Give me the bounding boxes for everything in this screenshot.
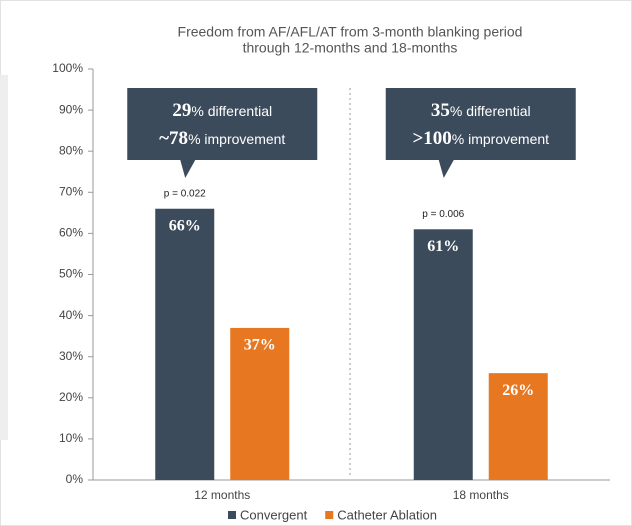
y-tick-label: 10%: [59, 431, 83, 445]
x-tick-label: 18 months: [453, 488, 509, 502]
chart-title: through 12-months and 18-months: [243, 40, 458, 56]
y-tick-label: 80%: [59, 143, 83, 157]
bar: [488, 373, 548, 480]
y-tick-label: 60%: [59, 226, 83, 240]
callout-number: 35: [431, 100, 450, 121]
legend-label: Convergent: [240, 507, 308, 522]
callout-text: 29% differential: [172, 100, 272, 121]
y-tick-label: 90%: [59, 102, 83, 116]
chart-title: Freedom from AF/AFL/AT from 3-month blan…: [178, 24, 523, 40]
callout-label: % differential: [191, 103, 272, 119]
value-label: 66%: [169, 217, 201, 234]
callout-number: >100: [412, 128, 451, 149]
callout-label: % improvement: [452, 131, 549, 147]
p-value: p = 0.022: [164, 188, 206, 199]
callout-text: 35% differential: [431, 100, 531, 121]
callout-text: >100% improvement: [412, 128, 549, 149]
bar: [155, 208, 215, 481]
y-tick-label: 0%: [66, 472, 84, 486]
side-strip: [0, 75, 8, 440]
y-tick-label: 20%: [59, 390, 83, 404]
value-label: 26%: [502, 382, 534, 399]
y-tick-label: 50%: [59, 267, 83, 281]
bar: [413, 229, 473, 480]
legend-swatch: [228, 511, 236, 519]
y-tick-label: 70%: [59, 184, 83, 198]
callout-number: 29: [172, 100, 191, 121]
callout: [127, 88, 318, 178]
value-label: 37%: [244, 337, 276, 354]
p-value: p = 0.006: [422, 209, 464, 220]
value-label: 61%: [427, 238, 459, 255]
x-tick-label: 12 months: [194, 488, 250, 502]
callout-text: ~78% improvement: [159, 128, 285, 149]
y-tick-label: 100%: [52, 61, 83, 75]
callout-number: ~78: [159, 128, 188, 149]
callout-label: % improvement: [188, 131, 285, 147]
callout: [385, 88, 576, 178]
callout-label: % differential: [450, 103, 531, 119]
y-tick-label: 40%: [59, 308, 83, 322]
bar: [230, 327, 290, 480]
legend-swatch: [325, 511, 334, 519]
y-tick-label: 30%: [59, 349, 83, 363]
legend-label: Catheter Ablation: [337, 507, 437, 522]
